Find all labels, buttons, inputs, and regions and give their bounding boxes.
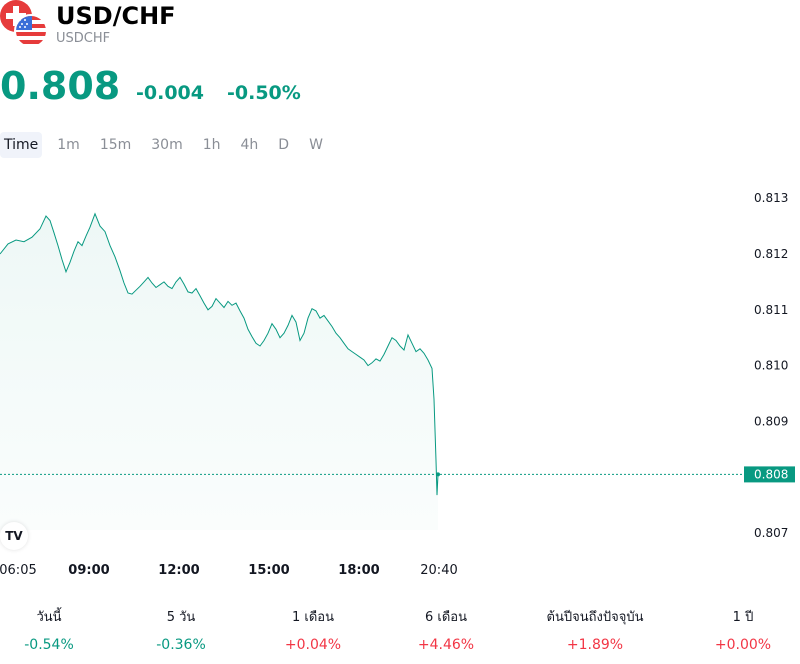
- perf-label: 6 เดือน: [425, 610, 467, 625]
- perf-label: ต้นปีจนถึงปัจจุบัน: [546, 610, 644, 625]
- x-tick-label: 09:00: [68, 563, 109, 578]
- tradingview-logo[interactable]: TV: [0, 522, 28, 550]
- perf-label: 1 เดือน: [292, 610, 334, 625]
- perf-value: +1.89%: [566, 637, 624, 653]
- perf-ytd[interactable]: ต้นปีจนถึงปัจจุบัน +1.89%: [514, 608, 676, 656]
- x-tick-label: 12:00: [158, 563, 199, 578]
- perf-value: +4.46%: [417, 637, 475, 653]
- us-flag-icon: [14, 14, 48, 48]
- perf-label: วันนี้: [36, 610, 62, 625]
- price-chart[interactable]: 0.813 0.812 0.811 0.810 0.809 0.808 0.807 06:0…: [0, 160, 800, 590]
- y-tick-label: 0.810: [754, 359, 788, 373]
- tab-15m[interactable]: 15m: [99, 137, 132, 153]
- last-price-badge: [744, 466, 795, 483]
- y-tick-label: 0.813: [754, 191, 788, 205]
- perf-1y[interactable]: 1 ปี +0.00%: [678, 608, 800, 656]
- perf-1m[interactable]: 1 เดือน +0.04%: [248, 608, 378, 656]
- tab-30m[interactable]: 30m: [151, 137, 183, 153]
- perf-value: -0.36%: [156, 637, 206, 653]
- last-price: 0.808: [0, 64, 121, 108]
- perf-today[interactable]: วันนี้ -0.54%: [0, 608, 114, 656]
- y-tick-label: 0.811: [754, 303, 788, 317]
- perf-value: +0.04%: [284, 637, 342, 653]
- perf-value: +0.00%: [714, 637, 772, 653]
- y-tick-label: 0.809: [754, 414, 788, 428]
- perf-value: -0.54%: [24, 637, 74, 653]
- tab-time[interactable]: Time: [0, 132, 43, 158]
- price-change: -0.004: [136, 82, 204, 104]
- perf-5d[interactable]: 5 วัน -0.36%: [116, 608, 246, 656]
- perf-label: 1 ปี: [732, 610, 754, 625]
- tab-w[interactable]: W: [309, 137, 323, 153]
- x-tick-label: 06:05: [0, 563, 37, 578]
- y-tick-label: 0.807: [754, 526, 788, 540]
- symbol-header: USD/CHF USDCHF: [0, 0, 800, 60]
- performance-bar: วันนี้ -0.54% 5 วัน -0.36% 1 เดือน +0.04…: [0, 608, 800, 664]
- perf-6m[interactable]: 6 เดือน +4.46%: [381, 608, 511, 656]
- symbol-title: USD/CHF: [56, 2, 176, 30]
- price-line: [0, 212, 439, 496]
- last-price-badge-label: 0.808: [754, 467, 788, 481]
- x-tick-label: 20:40: [420, 563, 457, 578]
- price-change-percent: -0.50%: [227, 82, 301, 104]
- x-tick-label: 18:00: [338, 563, 379, 578]
- tab-d[interactable]: D: [278, 137, 290, 153]
- price-area-fill: [0, 213, 438, 531]
- perf-label: 5 วัน: [166, 610, 196, 625]
- currency-flags: [0, 0, 48, 48]
- tab-1h[interactable]: 1h: [202, 137, 221, 153]
- timeframe-tabs: Time 1m 15m 30m 1h 4h D W: [0, 132, 338, 158]
- last-price-dot: [436, 472, 440, 477]
- x-tick-label: 15:00: [248, 563, 289, 578]
- y-tick-label: 0.812: [754, 247, 788, 261]
- symbol-ticker: USDCHF: [56, 31, 111, 46]
- tab-4h[interactable]: 4h: [240, 137, 259, 153]
- tab-1m[interactable]: 1m: [57, 137, 80, 153]
